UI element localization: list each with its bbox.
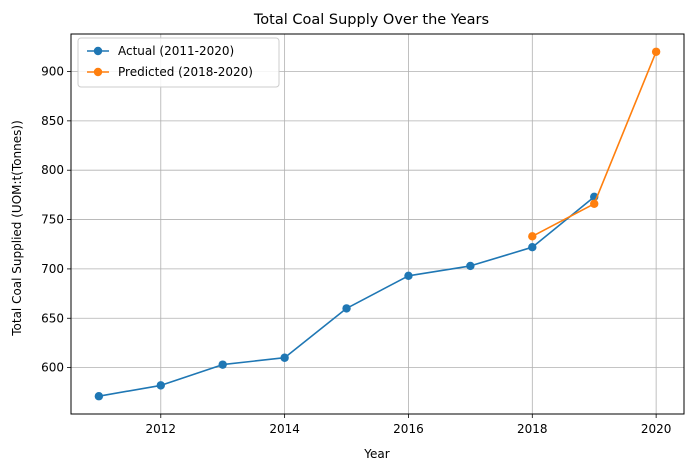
plot-frame [70, 33, 685, 415]
chart-title: Total Coal Supply Over the Years [253, 12, 489, 28]
y-tick-label: 750 [41, 213, 64, 227]
legend-label: Actual (2011-2020) [118, 44, 234, 58]
axis-ticks: 2012 2014 2016 2018 2020 600 650 700 750 800 850 90… [41, 65, 671, 436]
legend: Actual (2011-2020) Predicted (2018-2020) [77, 37, 280, 88]
data-point [94, 392, 104, 401]
y-tick-label: 850 [41, 114, 64, 128]
x-tick-label: 2016 [393, 422, 424, 436]
data-point [280, 353, 289, 362]
y-tick-label: 700 [41, 262, 64, 276]
legend-label: Predicted (2018-2020) [118, 65, 253, 79]
y-tick-label: 800 [41, 163, 64, 177]
legend-item: Actual (2011-2020) [87, 44, 234, 58]
grid-lines [71, 34, 684, 414]
series-line [531, 51, 657, 238]
series-layer [94, 47, 661, 401]
series-1 [94, 192, 599, 401]
y-axis-label: Total Coal Supplied (UOM:t(Tonnes)) [10, 120, 24, 337]
legend-marker [93, 67, 103, 77]
series-2 [528, 47, 661, 241]
legend-marker [93, 46, 103, 56]
data-point [404, 271, 413, 281]
y-tick-label: 650 [41, 311, 64, 325]
data-point [528, 232, 537, 241]
data-point [156, 381, 165, 390]
data-point [651, 47, 661, 56]
x-axis-label: Year [363, 447, 389, 461]
legend-item: Predicted (2018-2020) [87, 65, 253, 79]
x-tick-label: 2020 [641, 422, 672, 436]
x-tick-label: 2014 [269, 422, 300, 436]
data-point [218, 360, 227, 369]
data-point [466, 261, 475, 271]
y-tick-label: 600 [41, 361, 64, 375]
series-line [98, 196, 595, 397]
x-tick-label: 2012 [146, 422, 177, 436]
legend-box [77, 37, 280, 88]
data-point [528, 242, 537, 252]
y-tick-label: 900 [41, 65, 64, 79]
x-tick-label: 2018 [517, 422, 548, 436]
data-point [590, 199, 599, 208]
data-point [342, 304, 351, 313]
